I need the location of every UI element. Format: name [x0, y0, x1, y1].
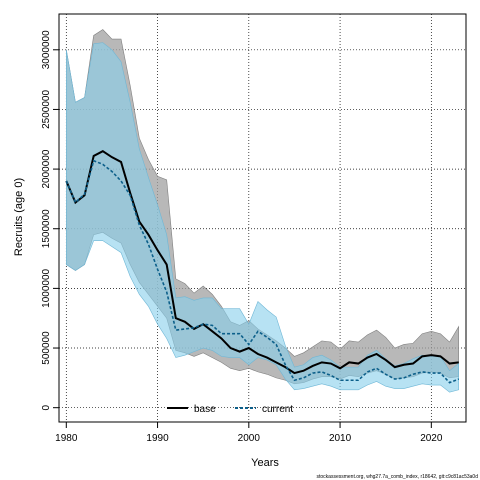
x-tick-label-2020: 2020	[420, 433, 443, 444]
x-tick-label-1990: 1990	[146, 433, 169, 444]
y-tick-label-1000000: 1000000	[41, 268, 52, 307]
x-tick-label-2010: 2010	[329, 433, 352, 444]
y-tick-label-2500000: 2500000	[41, 90, 52, 129]
x-axis: 1980 1990 2000 2010 2020	[55, 422, 443, 444]
x-tick-label-2000: 2000	[238, 433, 261, 444]
plot-frame	[58, 13, 467, 423]
y-axis-label: Recruits (age 0)	[13, 178, 25, 256]
y-tick-label-0: 0	[41, 404, 52, 410]
legend-label-base: base	[194, 404, 216, 415]
legend: base current	[167, 404, 293, 415]
footer-note: stockassessment.org, whg27.7a_comb_index…	[317, 474, 479, 480]
legend-label-current: current	[262, 404, 293, 415]
y-axis: 0 500000 1000000 1500000 2000000 2500000 30000…	[41, 30, 59, 410]
y-tick-label-3000000: 3000000	[41, 30, 52, 69]
x-tick-label-1980: 1980	[55, 433, 78, 444]
confidence-bands	[66, 29, 459, 393]
y-tick-label-1500000: 1500000	[41, 209, 52, 248]
y-tick-label-2000000: 2000000	[41, 149, 52, 188]
band-current	[66, 42, 459, 393]
y-tick-label-500000: 500000	[41, 331, 52, 365]
x-axis-label: Years	[251, 457, 279, 469]
line-base	[65, 150, 459, 375]
series-lines	[65, 150, 459, 384]
line-current	[65, 159, 459, 384]
